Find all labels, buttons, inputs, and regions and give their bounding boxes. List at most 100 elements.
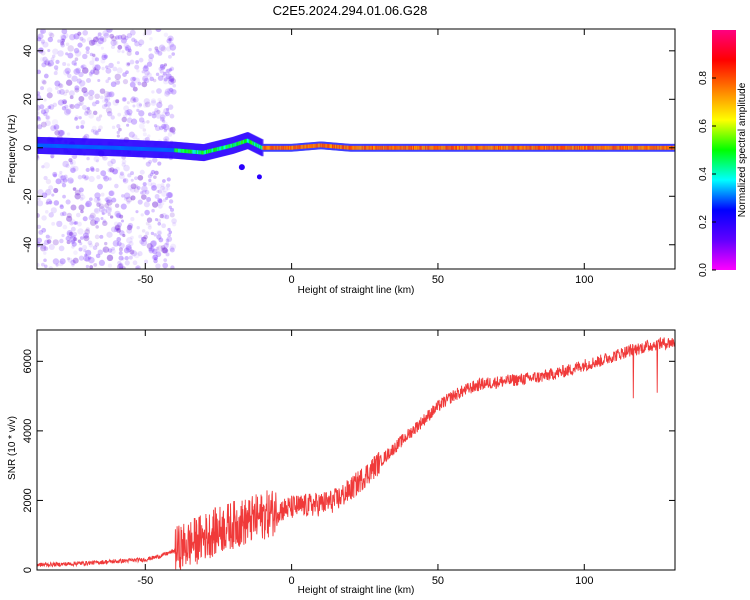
colorbar-gradient <box>712 30 736 270</box>
noise-speck <box>38 230 44 235</box>
noise-speck <box>105 196 113 203</box>
noise-speck <box>71 241 77 247</box>
noise-speck <box>123 42 129 49</box>
noise-speck <box>130 235 134 240</box>
noise-speck <box>130 76 136 83</box>
noise-speck <box>116 61 120 65</box>
noise-speck <box>90 69 95 75</box>
noise-speck <box>79 85 83 90</box>
noise-speck <box>166 236 173 242</box>
noise-speck <box>100 216 104 221</box>
noise-speck <box>99 88 106 94</box>
noise-speck <box>151 248 158 255</box>
noise-speck <box>121 194 125 198</box>
noise-speck <box>138 39 145 46</box>
noise-speck <box>168 127 174 133</box>
noise-speck <box>102 248 107 253</box>
noise-speck <box>156 245 164 252</box>
noise-speck <box>102 220 108 227</box>
noise-speck <box>137 199 143 205</box>
noise-speck <box>58 173 63 178</box>
noise-speck <box>37 124 43 130</box>
noise-speck <box>45 115 50 120</box>
noise-speck <box>83 91 89 97</box>
noise-speck <box>40 121 47 128</box>
noise-speck <box>115 99 120 104</box>
noise-speck <box>110 158 116 165</box>
noise-speck <box>110 44 116 50</box>
noise-speck <box>150 169 156 175</box>
noise-speck <box>89 166 95 171</box>
noise-speck <box>106 91 112 98</box>
noise-speck <box>62 160 69 168</box>
noise-speck <box>151 111 156 116</box>
noise-speck <box>81 38 86 43</box>
noise-speck <box>132 98 137 103</box>
noise-speck <box>121 257 125 261</box>
noise-speck <box>154 170 159 176</box>
noise-speck <box>172 83 177 88</box>
noise-speck <box>55 178 62 185</box>
noise-speck <box>59 34 67 41</box>
noise-speck <box>157 203 163 209</box>
noise-speck <box>130 195 136 201</box>
noise-speck <box>97 128 102 133</box>
noise-speck <box>154 46 159 51</box>
snr-axes: -50 0 50 100 0 2000 4000 6000 <box>22 330 675 587</box>
noise-speck <box>123 247 130 254</box>
noise-speck <box>165 73 172 80</box>
noise-speck <box>164 111 170 117</box>
noise-speck <box>133 183 139 189</box>
noise-speck <box>59 212 65 217</box>
noise-speck <box>132 260 138 266</box>
noise-speck <box>109 167 115 173</box>
snr-series <box>37 337 675 570</box>
noise-speck <box>77 31 82 36</box>
noise-speck <box>67 73 72 79</box>
noise-speck <box>39 104 45 110</box>
noise-speck <box>168 75 175 82</box>
noise-speck <box>48 185 54 191</box>
noise-speck <box>108 177 112 181</box>
noise-speck <box>146 217 153 223</box>
noise-speck <box>169 87 174 93</box>
noise-speck <box>129 29 136 36</box>
noise-speck <box>161 212 167 219</box>
noise-speck <box>157 161 162 166</box>
noise-speck <box>37 36 42 42</box>
noise-speck <box>103 103 108 107</box>
noise-speck <box>66 231 73 238</box>
noise-speck <box>80 194 86 200</box>
noise-speck <box>74 50 82 57</box>
noise-speck <box>127 48 132 53</box>
noise-speck <box>106 29 113 33</box>
noise-speck <box>135 60 140 64</box>
noise-speck <box>78 255 84 261</box>
noise-speck <box>161 74 165 78</box>
noise-speck <box>143 201 150 208</box>
noise-speck <box>101 104 107 110</box>
noise-speck <box>60 34 67 41</box>
noise-speck <box>151 208 155 213</box>
noise-speck <box>89 219 97 226</box>
noise-speck <box>101 212 105 216</box>
noise-speck <box>140 194 147 200</box>
noise-speck <box>118 127 122 132</box>
noise-speck <box>125 246 132 253</box>
noise-speck <box>161 202 165 206</box>
noise-speck <box>134 176 138 181</box>
noise-speck <box>169 207 175 212</box>
noise-speck <box>48 104 55 110</box>
noise-speck <box>146 197 152 202</box>
noise-speck <box>157 50 163 56</box>
noise-speck <box>37 155 40 159</box>
noise-speck <box>166 177 171 182</box>
noise-speck <box>53 71 58 76</box>
noise-speck <box>119 242 125 249</box>
noise-speck <box>165 252 170 257</box>
noise-speck <box>79 100 85 106</box>
noise-speck <box>41 79 46 84</box>
noise-speck <box>51 221 56 226</box>
noise-speck <box>133 39 138 43</box>
noise-speck <box>165 68 170 74</box>
